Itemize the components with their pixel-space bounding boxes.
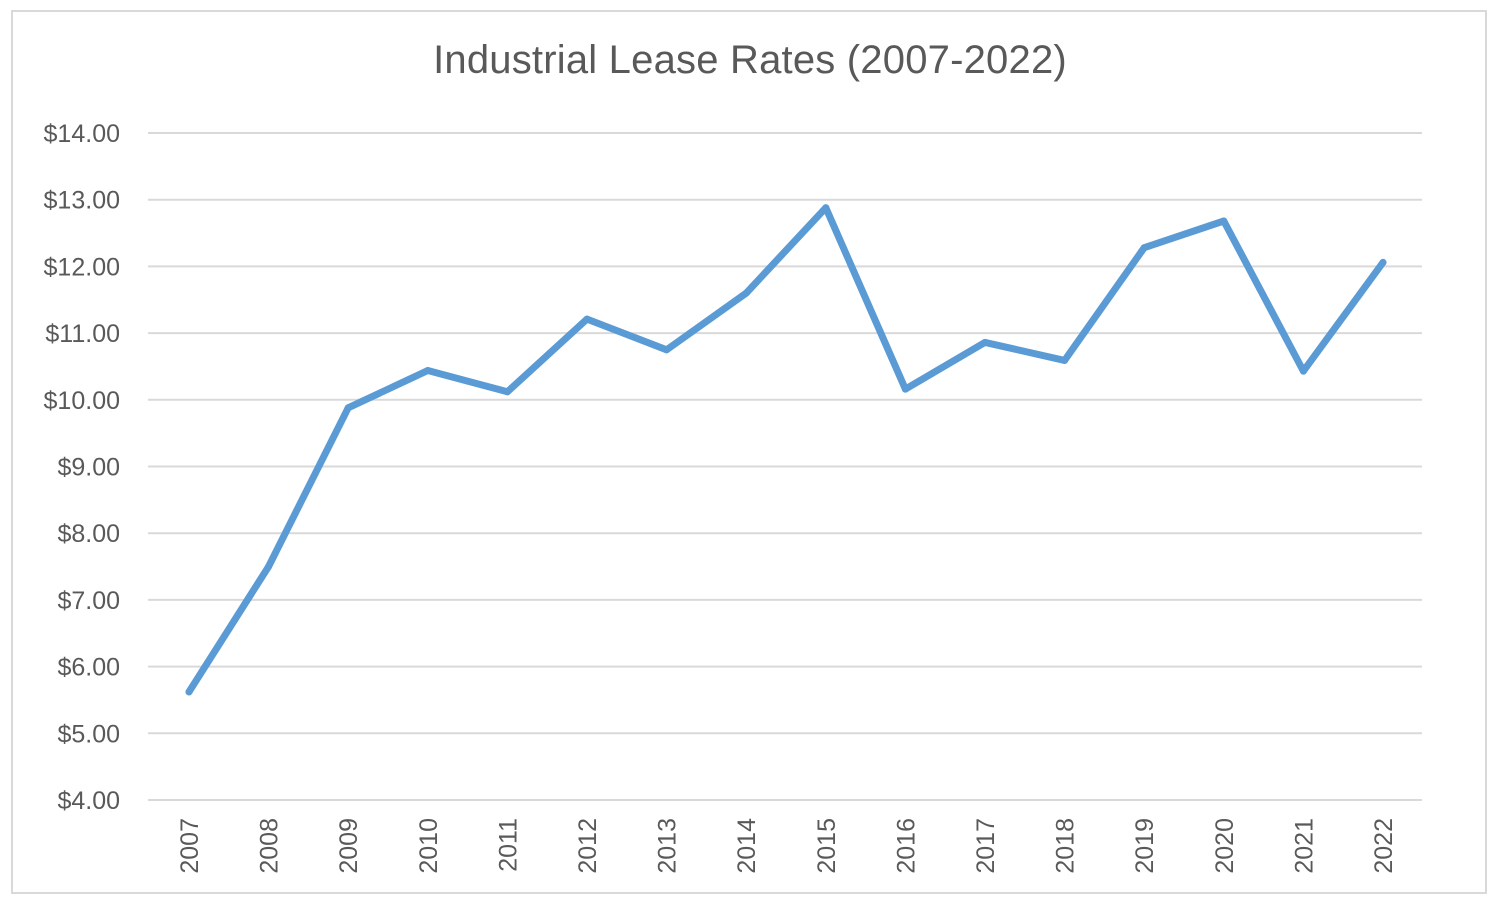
x-tick-label: 2019	[1131, 818, 1159, 874]
y-tick-label: $11.00	[45, 320, 120, 348]
x-tick-label: 2021	[1290, 818, 1318, 874]
data-point-2008	[265, 563, 273, 571]
y-tick-label: $5.00	[57, 720, 120, 748]
data-point-2022	[1379, 258, 1387, 266]
data-point-2015	[822, 204, 830, 212]
data-point-2013	[663, 346, 671, 354]
x-tick-label: 2016	[892, 818, 920, 874]
x-tick-label: 2015	[813, 818, 841, 874]
series-layer	[185, 204, 1387, 696]
y-tick-label: $8.00	[57, 520, 120, 548]
data-point-2021	[1299, 367, 1307, 375]
data-point-2011	[503, 388, 511, 396]
x-tick-label: 2007	[176, 818, 204, 874]
x-tick-label: 2008	[256, 818, 284, 874]
y-tick-label: $9.00	[57, 454, 120, 482]
x-tick-label: 2012	[574, 818, 602, 874]
data-point-2018	[1061, 356, 1069, 364]
y-tick-label: $14.00	[44, 120, 120, 148]
x-tick-label: 2020	[1211, 818, 1239, 874]
data-point-2017	[981, 338, 989, 346]
series-line	[185, 204, 1387, 696]
x-tick-label: 2022	[1370, 818, 1398, 874]
chart-title: Industrial Lease Rates (2007-2022)	[433, 38, 1067, 82]
data-point-2019	[1140, 244, 1148, 252]
data-point-2020	[1220, 217, 1228, 225]
y-axis-tick-labels: $4.00 $5.00 $6.00 $7.00 $8.00 $9.00 $10.00 $11.…	[44, 120, 120, 815]
data-point-2010	[424, 366, 432, 374]
chart-frame	[11, 10, 1487, 894]
data-point-2009	[344, 404, 352, 412]
x-tick-label: 2018	[1052, 818, 1080, 874]
y-tick-label: $4.00	[57, 787, 120, 815]
y-tick-label: $7.00	[57, 587, 120, 615]
data-point-2007	[185, 688, 193, 696]
x-tick-label: 2013	[654, 818, 682, 874]
y-tick-label: $12.00	[44, 253, 120, 281]
x-tick-label: 2011	[494, 818, 522, 872]
x-tick-label: 2010	[415, 818, 443, 874]
x-axis-tick-labels: 2007 2008 2009 2010 2011 2012 2013 2014 2015 2016…	[176, 818, 1398, 874]
data-point-2016	[901, 385, 909, 393]
x-tick-label: 2009	[335, 818, 363, 874]
x-tick-label: 2014	[733, 818, 761, 874]
y-tick-label: $13.00	[44, 187, 120, 215]
x-tick-label: 2017	[972, 818, 1000, 874]
data-point-2012	[583, 315, 591, 323]
data-point-2014	[742, 289, 750, 297]
y-tick-label: $10.00	[44, 387, 120, 415]
y-tick-label: $6.00	[57, 654, 120, 682]
